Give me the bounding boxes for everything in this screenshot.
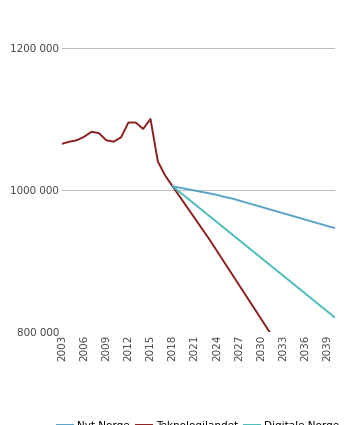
Digitale Norge: [288, 279, 293, 284]
Nyt Norge: [170, 184, 175, 189]
Teknologilandet: [207, 237, 211, 242]
Nyt Norge: [259, 204, 263, 210]
Nyt Norge: [310, 219, 315, 224]
Teknologilandet: [200, 226, 204, 231]
Teknologilandet: [170, 184, 175, 189]
Teknologilandet: [288, 362, 293, 367]
Teknologilandet: [318, 388, 322, 394]
Digitale Norge: [303, 291, 307, 296]
Nyt Norge: [296, 215, 300, 220]
Teknologilandet: [310, 396, 315, 401]
Line: Nyt Norge: Nyt Norge: [172, 186, 335, 228]
Digitale Norge: [237, 237, 241, 242]
Digitale Norge: [259, 255, 263, 261]
Teknologilandet: [259, 316, 263, 321]
Nyt Norge: [229, 196, 234, 201]
Nyt Norge: [244, 200, 248, 205]
Teknologilandet: [237, 282, 241, 287]
Nyt Norge: [325, 224, 329, 229]
Teknologilandet: [193, 215, 197, 221]
Digitale Norge: [333, 315, 337, 320]
Nyt Norge: [303, 217, 307, 222]
Nyt Norge: [318, 221, 322, 227]
Teknologilandet: [215, 248, 219, 253]
Nyt Norge: [274, 209, 278, 214]
Digitale Norge: [296, 285, 300, 290]
Digitale Norge: [266, 261, 270, 266]
Nyt Norge: [215, 192, 219, 197]
Teknologilandet: [178, 194, 182, 199]
Digitale Norge: [229, 231, 234, 236]
Teknologilandet: [281, 350, 285, 355]
Digitale Norge: [325, 309, 329, 314]
Teknologilandet: [222, 260, 226, 265]
Nyt Norge: [288, 213, 293, 218]
Nyt Norge: [252, 202, 256, 207]
Nyt Norge: [185, 187, 189, 192]
Line: Teknologilandet: Teknologilandet: [172, 186, 335, 398]
Nyt Norge: [178, 185, 182, 190]
Nyt Norge: [281, 211, 285, 216]
Line: Digitale Norge: Digitale Norge: [172, 186, 335, 317]
Teknologilandet: [325, 381, 329, 386]
Nyt Norge: [200, 190, 204, 195]
Teknologilandet: [303, 384, 307, 389]
Teknologilandet: [274, 339, 278, 344]
Digitale Norge: [200, 207, 204, 212]
Nyt Norge: [333, 226, 337, 231]
Nyt Norge: [266, 207, 270, 212]
Teknologilandet: [296, 373, 300, 378]
Digitale Norge: [274, 267, 278, 272]
Nyt Norge: [207, 191, 211, 196]
Teknologilandet: [333, 379, 337, 384]
Digitale Norge: [318, 303, 322, 308]
Digitale Norge: [215, 219, 219, 224]
Digitale Norge: [281, 273, 285, 278]
Digitale Norge: [244, 243, 248, 248]
Teknologilandet: [244, 294, 248, 299]
Teknologilandet: [266, 328, 270, 333]
Digitale Norge: [185, 196, 189, 201]
Digitale Norge: [178, 190, 182, 195]
Digitale Norge: [310, 297, 315, 302]
Teknologilandet: [252, 305, 256, 310]
Digitale Norge: [207, 213, 211, 218]
Nyt Norge: [193, 188, 197, 193]
Teknologilandet: [185, 205, 189, 210]
Legend: Nyt Norge, Teknologilandet, Digitale Norge: Nyt Norge, Teknologilandet, Digitale Nor…: [53, 416, 343, 425]
Nyt Norge: [237, 198, 241, 203]
Digitale Norge: [222, 225, 226, 230]
Digitale Norge: [193, 201, 197, 207]
Nyt Norge: [222, 194, 226, 199]
Digitale Norge: [170, 184, 175, 189]
Teknologilandet: [229, 271, 234, 276]
Digitale Norge: [252, 249, 256, 254]
